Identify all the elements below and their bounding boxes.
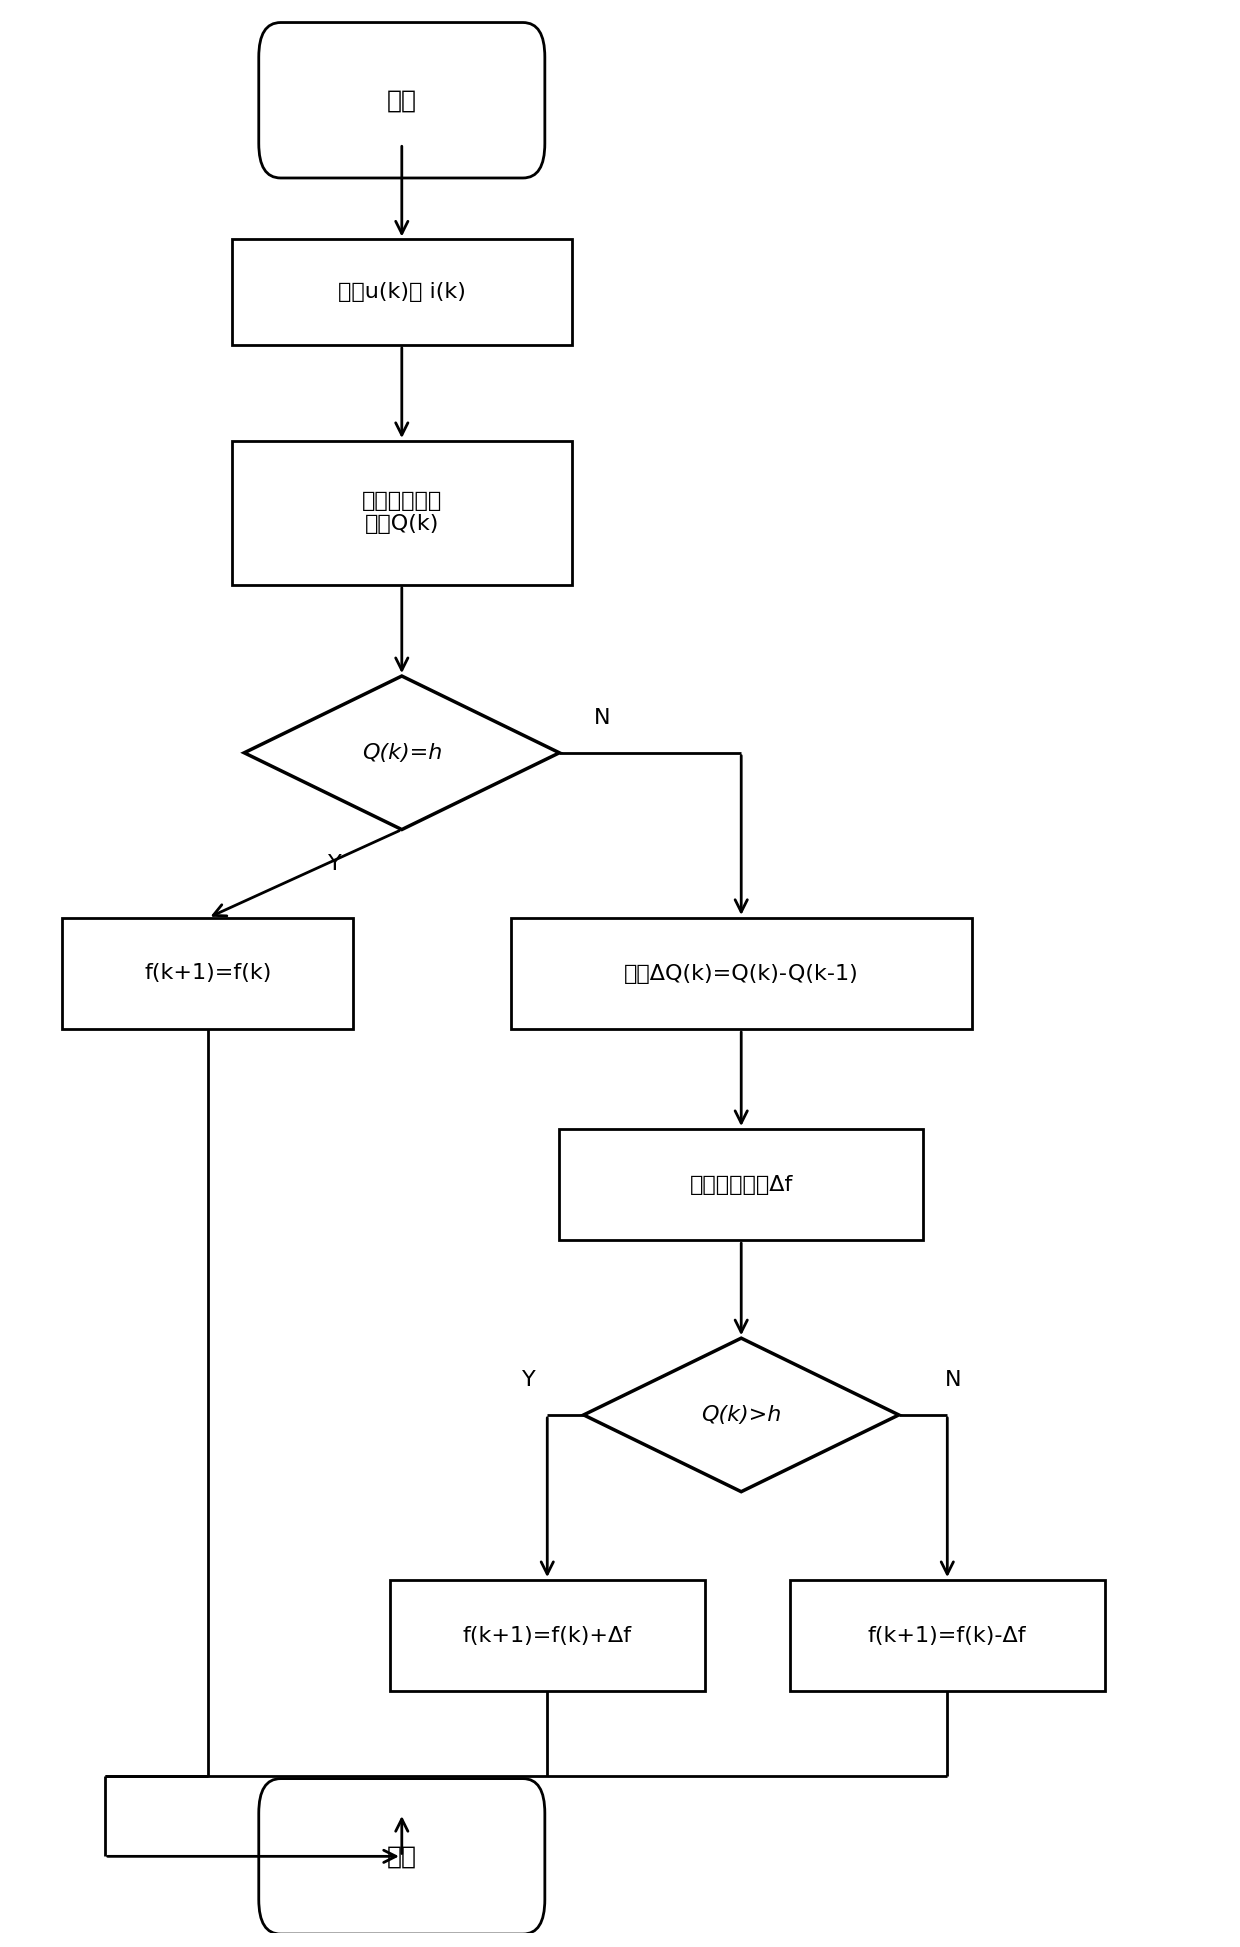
Polygon shape <box>244 676 559 829</box>
FancyBboxPatch shape <box>259 23 544 177</box>
Text: 开始: 开始 <box>387 88 417 113</box>
Text: Y: Y <box>522 1371 536 1390</box>
Bar <box>62 917 353 1030</box>
Text: Q(k)>h: Q(k)>h <box>701 1406 781 1425</box>
Text: f(k+1)=f(k): f(k+1)=f(k) <box>144 964 272 983</box>
Text: 计算基波无功
功率Q(k): 计算基波无功 功率Q(k) <box>362 491 441 535</box>
Bar <box>389 1579 704 1692</box>
Bar <box>559 1129 923 1240</box>
Text: 计算ΔQ(k)=Q(k)-Q(k-1): 计算ΔQ(k)=Q(k)-Q(k-1) <box>624 964 858 983</box>
Text: 采集u(k)、 i(k): 采集u(k)、 i(k) <box>337 282 466 302</box>
Bar <box>511 917 972 1030</box>
Text: N: N <box>594 709 610 728</box>
Polygon shape <box>584 1338 899 1491</box>
Text: Q(k)=h: Q(k)=h <box>362 744 441 763</box>
Bar <box>232 239 572 345</box>
Text: Y: Y <box>329 855 342 874</box>
FancyBboxPatch shape <box>259 1780 544 1933</box>
Text: f(k+1)=f(k)-Δf: f(k+1)=f(k)-Δf <box>868 1626 1027 1645</box>
Text: f(k+1)=f(k)+Δf: f(k+1)=f(k)+Δf <box>463 1626 632 1645</box>
Text: N: N <box>945 1371 961 1390</box>
Text: 结束: 结束 <box>387 1844 417 1869</box>
Text: 计算频率步长Δf: 计算频率步长Δf <box>689 1174 792 1195</box>
Bar <box>790 1579 1105 1692</box>
Bar <box>232 440 572 584</box>
